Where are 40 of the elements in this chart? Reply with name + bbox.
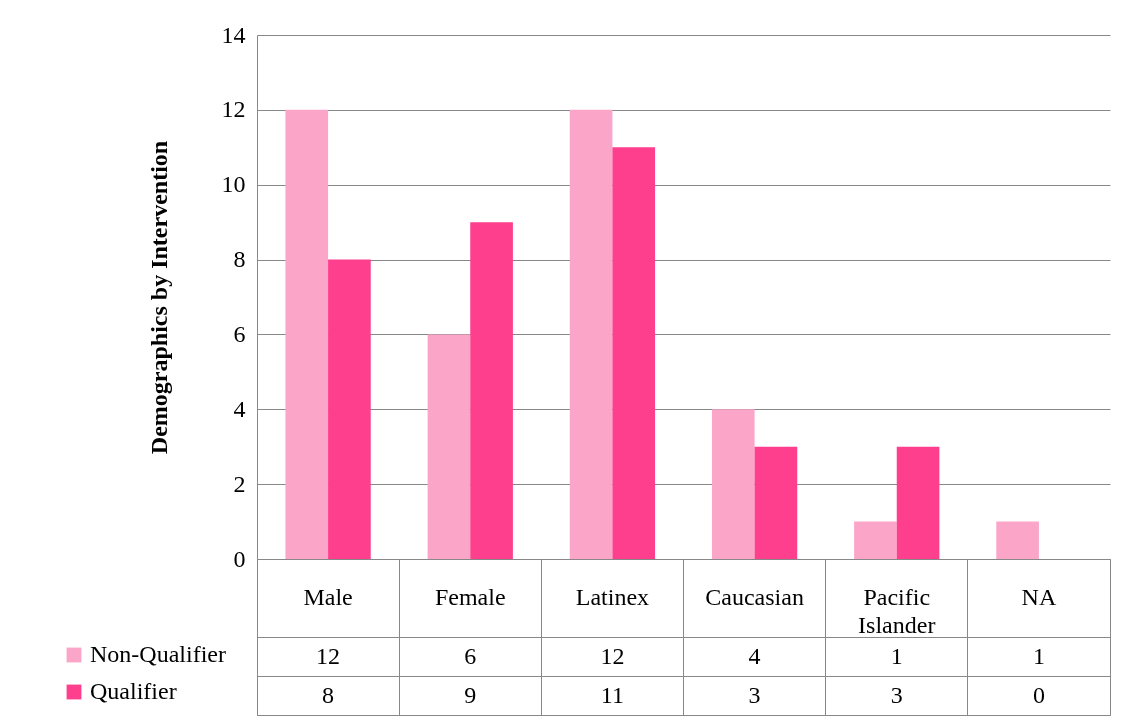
data-label: 12 bbox=[316, 642, 341, 669]
bar bbox=[612, 147, 656, 559]
data-label: 1 bbox=[890, 642, 903, 669]
data-label: 9 bbox=[464, 681, 477, 708]
bar bbox=[754, 446, 798, 559]
x-tick-label: Pacific Islander bbox=[858, 584, 936, 638]
x-tick-label: Latinex bbox=[575, 584, 650, 610]
data-label: 1 bbox=[1032, 642, 1045, 669]
y-tick-label: 8 bbox=[233, 246, 246, 273]
bar bbox=[569, 109, 613, 559]
y-tick-label: 4 bbox=[233, 395, 246, 422]
data-label: 3 bbox=[748, 681, 761, 708]
data-label: 12 bbox=[600, 642, 625, 669]
y-axis-title: Demographics by Intervention bbox=[145, 140, 172, 455]
data-label: 0 bbox=[1032, 681, 1045, 708]
x-tick-label: Caucasian bbox=[705, 584, 804, 610]
data-label: 4 bbox=[748, 642, 761, 669]
legend-label: Non-Qualifier bbox=[90, 641, 226, 667]
y-tick-label: 10 bbox=[221, 171, 246, 198]
y-tick-label: 0 bbox=[233, 545, 246, 572]
bar bbox=[427, 334, 471, 559]
data-label: 8 bbox=[322, 681, 335, 708]
y-tick-label: 6 bbox=[233, 320, 246, 347]
bar bbox=[996, 521, 1039, 559]
data-label: 11 bbox=[600, 681, 624, 708]
y-tick-label: 2 bbox=[233, 470, 246, 497]
bar bbox=[328, 259, 371, 559]
x-tick-label: Female bbox=[434, 584, 506, 610]
bar bbox=[896, 446, 940, 559]
bar bbox=[854, 521, 897, 559]
y-tick-label: 12 bbox=[221, 96, 246, 123]
bar bbox=[711, 409, 755, 559]
data-label: 3 bbox=[890, 681, 903, 708]
y-tick-label: 14 bbox=[221, 21, 246, 48]
data-label: 6 bbox=[464, 642, 477, 669]
legend-label: Qualifier bbox=[90, 678, 177, 704]
bar bbox=[470, 222, 513, 559]
bar bbox=[285, 109, 329, 559]
x-tick-label: Male bbox=[303, 584, 353, 610]
x-tick-label: NA bbox=[1021, 584, 1057, 610]
